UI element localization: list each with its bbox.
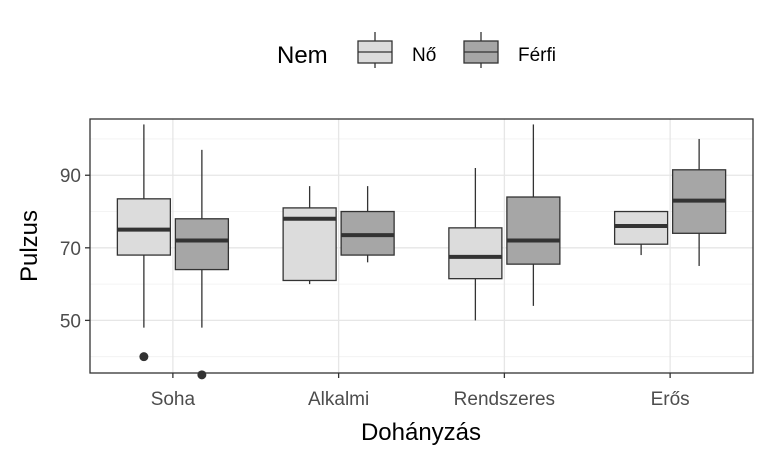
y-tick-label: 90 [60,166,81,187]
box [506,196,561,265]
box-group [174,149,230,380]
y-tick-label: 70 [60,239,81,260]
y-tick-label: 50 [60,311,81,332]
box [116,198,172,256]
x-tick-label: Rendszeres [454,389,555,410]
plot-panel-border [89,118,754,374]
box-group [448,167,503,321]
box-series [116,124,727,380]
outlier-point [197,370,207,380]
box-group [282,186,337,285]
legend-entry-label: Nő [412,45,436,66]
outlier-point [139,352,149,362]
legend-entry-label: Férfi [518,45,556,66]
box-group [506,124,561,306]
legend-title: Nem [277,42,328,69]
box [448,227,503,280]
x-tick-label: Erős [651,389,690,410]
legend-key [357,32,393,68]
legend-key [463,32,499,68]
x-axis-title: Dohányzás [361,419,481,446]
axes: 50 70 90 Soha Alkalmi Rendszeres Erős [60,166,690,410]
box [174,218,230,271]
x-tick-label: Soha [151,389,196,410]
box-group [116,124,172,362]
y-axis-title: Pulzus [16,210,43,282]
legend: Nem Nő Férfi [277,32,556,69]
box-group [671,138,727,266]
box-group [613,210,669,256]
x-tick-label: Alkalmi [308,389,369,410]
box-group [340,186,395,263]
